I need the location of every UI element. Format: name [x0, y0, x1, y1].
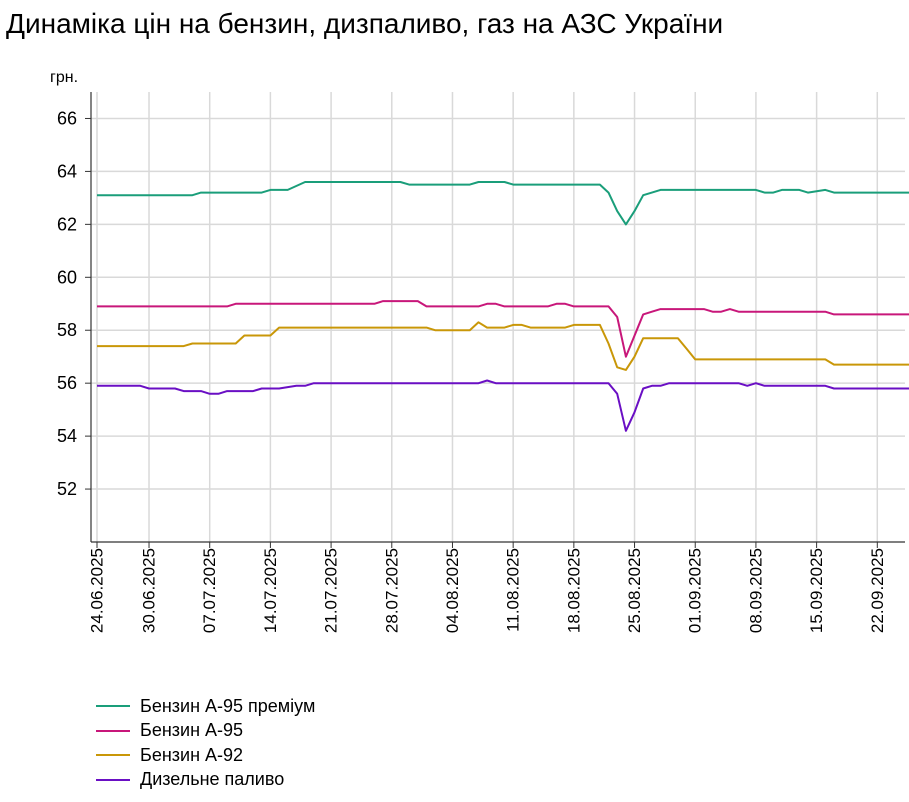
- x-tick-label: 15.09.2025: [807, 548, 826, 633]
- y-tick-label: 54: [57, 426, 77, 446]
- x-tick-label: 11.08.2025: [504, 548, 523, 632]
- legend-swatch: [96, 729, 130, 732]
- x-tick-label: 14.07.2025: [261, 548, 280, 633]
- y-tick-label: 64: [57, 161, 77, 181]
- chart-title: Динаміка цін на бензин, дизпаливо, газ н…: [6, 8, 724, 39]
- x-tick-label: 25.08.2025: [625, 548, 644, 633]
- chart-legend: Бензин А-95 преміум Бензин А-95 Бензин А-9…: [96, 694, 315, 792]
- x-tick-label: 30.06.2025: [140, 548, 159, 633]
- x-tick-label: 24.06.2025: [88, 548, 107, 633]
- legend-label: Бензин А-92: [140, 744, 244, 765]
- legend-item: Бензин А-95 преміум: [96, 694, 315, 719]
- y-tick-label: 66: [57, 108, 77, 128]
- legend-swatch: [96, 778, 130, 781]
- x-tick-label: 07.07.2025: [200, 548, 219, 633]
- x-tick-label: 22.09.2025: [868, 548, 887, 633]
- legend-swatch: [96, 705, 130, 708]
- series-line: [97, 300, 909, 358]
- legend-label: Дизельне паливо: [140, 769, 285, 790]
- x-tick-label: 01.09.2025: [686, 548, 705, 633]
- x-tick-label: 08.09.2025: [746, 548, 765, 633]
- legend-item: Дизельне паливо: [96, 768, 315, 793]
- x-tick-label: 04.08.2025: [443, 548, 462, 633]
- legend-label: Бензин А-95: [140, 720, 244, 741]
- legend-swatch: [96, 754, 130, 757]
- series-line: [97, 181, 909, 226]
- x-tick-label: 28.07.2025: [382, 548, 401, 633]
- legend-item: Бензин А-95: [96, 719, 315, 744]
- legend-label: Бензин А-95 преміум: [140, 695, 316, 716]
- y-tick-label: 60: [57, 267, 77, 287]
- y-tick-label: 62: [57, 214, 77, 234]
- y-tick-label: 58: [57, 320, 77, 340]
- series-line: [97, 321, 909, 371]
- y-axis-label: грн.: [50, 69, 78, 86]
- y-tick-label: 52: [57, 479, 77, 499]
- y-tick-label: 56: [57, 373, 77, 393]
- x-tick-label: 18.08.2025: [564, 548, 583, 633]
- x-tick-label: 21.07.2025: [322, 548, 341, 633]
- legend-item: Бензин А-92: [96, 743, 315, 768]
- series-line: [97, 379, 909, 432]
